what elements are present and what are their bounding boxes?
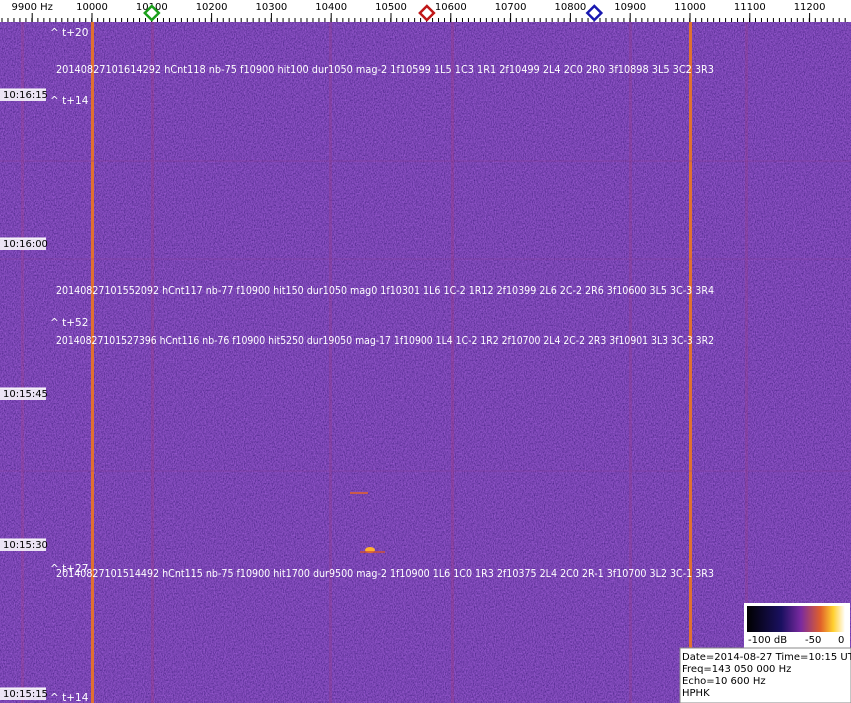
time-label: 10:16:15	[3, 90, 48, 101]
info-box	[679, 647, 851, 703]
time-label: 10:15:45	[3, 389, 48, 400]
time-label-bg	[0, 688, 46, 700]
time-label: 10:15:30	[3, 540, 48, 551]
tick-label: 11100	[734, 2, 766, 13]
offset-label: ^ t+20	[50, 27, 88, 39]
tick-label: 11000	[674, 2, 706, 13]
tick-label: 10800	[554, 2, 586, 13]
frequency-marker	[143, 4, 161, 22]
tick-label: 10600	[435, 2, 467, 13]
noise-band	[0, 160, 851, 162]
offset-label: ^ t+14	[50, 692, 89, 703]
time-label-bg	[0, 89, 46, 101]
detection-annotation: 20140827101514492 hCnt115 nb-75 f10900 h…	[56, 568, 714, 580]
tick-label: 11200	[794, 2, 826, 13]
colorbar-label: -50	[805, 635, 821, 646]
signal-streak	[689, 22, 692, 703]
tick-label: 10700	[495, 2, 527, 13]
colorbar-label: 0	[838, 635, 844, 646]
info-line: HPHK	[682, 688, 710, 699]
detection-annotation: 20140827101527396 hCnt116 nb-76 f10900 h…	[56, 335, 714, 347]
spectrogram-noise	[0, 22, 851, 703]
noise-band	[0, 470, 851, 472]
signal-streak	[451, 22, 454, 703]
frequency-marker	[418, 4, 436, 22]
tick-label: 10300	[255, 2, 287, 13]
detection-annotation: 20140827101614292 hCnt118 nb-75 f10900 h…	[56, 64, 714, 76]
time-label: 10:16:00	[3, 239, 48, 250]
colorbar-label: -100 dB	[748, 635, 787, 646]
detection-annotation: 20140827101552092 hCnt117 nb-77 f10900 h…	[56, 285, 714, 297]
time-label-bg	[0, 539, 46, 551]
offset-label: ^ t+52	[50, 317, 88, 329]
tick-label: 10900	[614, 2, 646, 13]
info-line: Freq=143 050 000 Hz	[682, 664, 791, 675]
colorbar	[747, 606, 845, 632]
offset-label: ^ t+27	[50, 563, 88, 575]
tick-label: 10200	[196, 2, 228, 13]
frequency-marker	[585, 4, 604, 22]
info-line: Date=2014-08-27 Time=10:15 UTC	[682, 652, 851, 663]
meteor-echo	[360, 551, 385, 553]
time-label: 10:15:15	[3, 689, 48, 700]
tick-label: 10400	[315, 2, 347, 13]
signal-streak	[151, 22, 154, 703]
signal-streak	[91, 22, 94, 703]
signal-streak	[745, 22, 748, 703]
meteor-echo	[350, 492, 368, 494]
offset-label: ^ t+14	[50, 95, 89, 107]
tick-label: 10000	[76, 2, 108, 13]
time-label-bg	[0, 388, 46, 400]
tick-label: 9900 Hz	[11, 2, 52, 13]
info-line: Echo=10 600 Hz	[682, 676, 766, 687]
signal-streak	[329, 22, 332, 703]
tick-label: 10500	[375, 2, 407, 13]
signal-streak	[21, 22, 24, 703]
signal-streak	[629, 22, 632, 703]
noise-band	[0, 258, 851, 260]
time-label-bg	[0, 238, 46, 250]
